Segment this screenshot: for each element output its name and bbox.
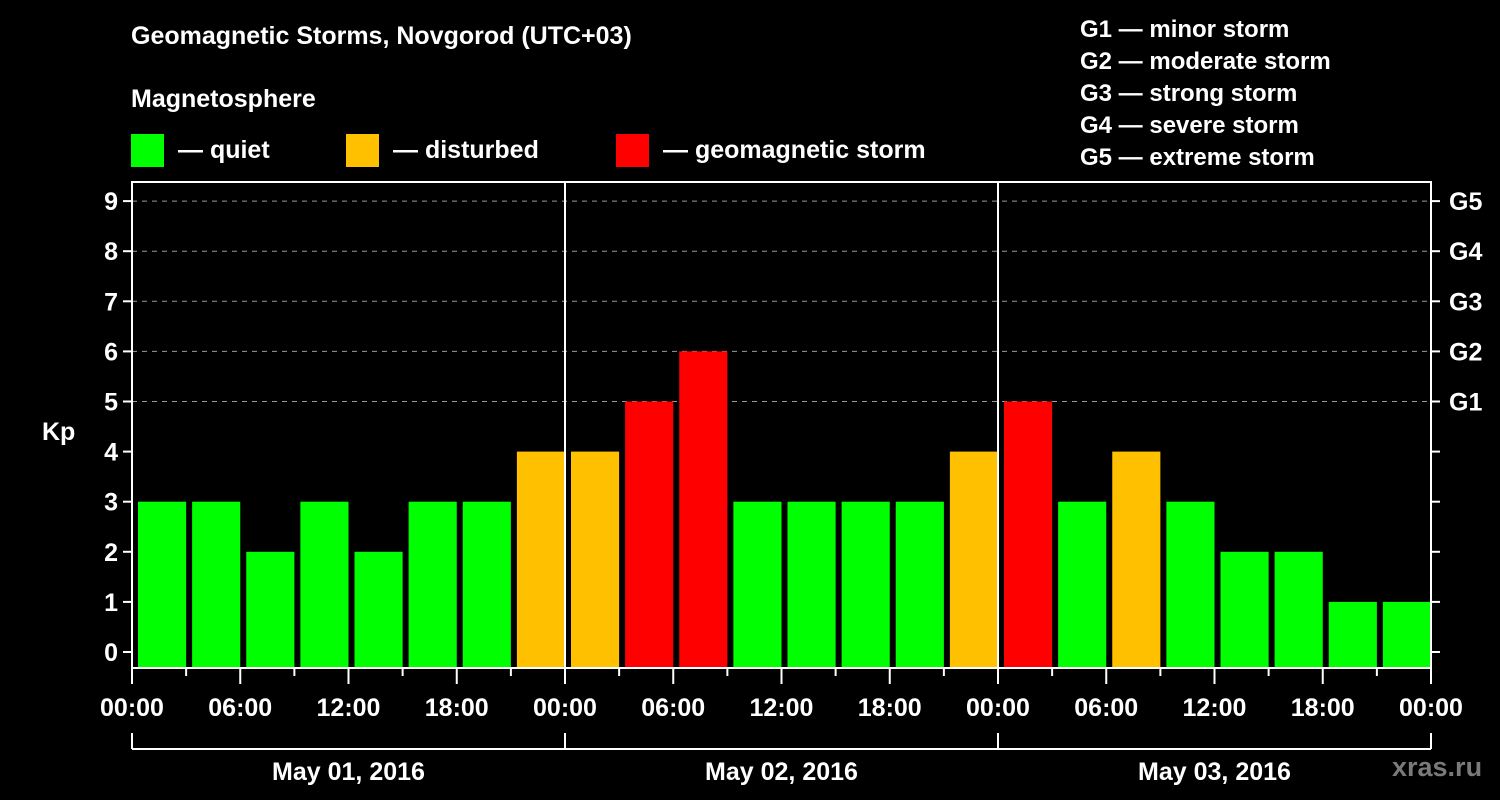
watermark: xras.ru <box>1392 752 1483 782</box>
y-tick-label: 5 <box>104 389 118 417</box>
y-tick-label: 0 <box>104 639 118 667</box>
chart-subtitle: Magnetosphere <box>131 85 316 113</box>
y-tick-label: 1 <box>104 589 118 617</box>
kp-bar <box>408 501 457 667</box>
x-tick-label: 12:00 <box>317 694 381 722</box>
kp-bar <box>192 501 241 667</box>
storm-scale-g5: G5 — extreme storm <box>1080 144 1315 171</box>
storm-level-label: G4 <box>1449 238 1482 266</box>
legend-label-quiet: — quiet <box>178 135 270 164</box>
y-tick-label: 9 <box>104 188 118 216</box>
x-tick-label: 00:00 <box>1399 694 1463 722</box>
y-tick-label: 8 <box>104 238 118 266</box>
storm-scale-legend: G1 — minor storm G2 — moderate storm G3 … <box>1080 14 1331 174</box>
y-tick-label: 2 <box>104 539 118 567</box>
kp-bar <box>625 401 674 667</box>
chart-title: Geomagnetic Storms, Novgorod (UTC+03) <box>131 22 632 50</box>
storm-scale-g4: G4 — severe storm <box>1080 112 1299 139</box>
x-tick-label: 00:00 <box>966 694 1030 722</box>
legend-swatch-storm <box>616 133 649 167</box>
legend-quiet: — quiet <box>131 133 270 167</box>
kp-bar <box>733 501 782 667</box>
legend-swatch-disturbed <box>346 133 379 167</box>
legend-label-disturbed: — disturbed <box>393 135 539 164</box>
kp-bar <box>895 501 944 667</box>
x-tick-label: 18:00 <box>425 694 489 722</box>
x-tick-label: 06:00 <box>1074 694 1138 722</box>
kp-bar <box>300 501 349 667</box>
day-bracket <box>564 733 999 750</box>
x-tick-label: 18:00 <box>858 694 922 722</box>
kp-bar <box>1220 551 1269 667</box>
x-tick-label: 00:00 <box>533 694 597 722</box>
storm-level-label: G1 <box>1449 389 1482 417</box>
legend-label-storm: — geomagnetic storm <box>663 135 926 164</box>
storm-level-label: G3 <box>1449 288 1482 316</box>
kp-bar <box>841 501 890 667</box>
kp-bar <box>679 351 728 667</box>
day-label: May 03, 2016 <box>1138 758 1291 786</box>
day-label: May 01, 2016 <box>272 758 425 786</box>
y-tick-label: 3 <box>104 489 118 517</box>
kp-bar <box>1274 551 1323 667</box>
y-tick-label: 7 <box>104 288 118 316</box>
day-bracket <box>997 733 1432 750</box>
x-tick-label: 00:00 <box>100 694 164 722</box>
storm-level-label: G5 <box>1449 188 1482 216</box>
x-tick-label: 12:00 <box>1183 694 1247 722</box>
kp-bar <box>1004 401 1053 667</box>
kp-bar <box>138 501 187 667</box>
kp-bar <box>516 451 565 667</box>
y-tick-label: 6 <box>104 338 118 366</box>
storm-scale-g1: G1 — minor storm <box>1080 16 1290 43</box>
legend-storm: — geomagnetic storm <box>616 133 926 167</box>
kp-bar <box>246 551 295 667</box>
storm-scale-g3: G3 — strong storm <box>1080 80 1298 107</box>
kp-bar <box>1382 601 1431 667</box>
y-tick-label: 4 <box>104 439 118 467</box>
x-tick-label: 18:00 <box>1291 694 1355 722</box>
x-tick-label: 06:00 <box>641 694 705 722</box>
kp-bar <box>1112 451 1161 667</box>
x-tick-label: 06:00 <box>208 694 272 722</box>
legend-disturbed: — disturbed <box>346 133 539 167</box>
kp-bar <box>462 501 511 667</box>
kp-bar <box>787 501 836 667</box>
kp-bar <box>571 451 620 667</box>
storm-scale-g2: G2 — moderate storm <box>1080 48 1331 75</box>
kp-bar <box>354 551 403 667</box>
storm-level-label: G2 <box>1449 338 1482 366</box>
kp-bar <box>1166 501 1215 667</box>
legend-swatch-quiet <box>131 133 164 167</box>
kp-bar <box>1328 601 1377 667</box>
x-tick-label: 12:00 <box>750 694 814 722</box>
day-label: May 02, 2016 <box>705 758 858 786</box>
kp-bar <box>949 451 998 667</box>
kp-bar <box>1058 501 1107 667</box>
day-bracket <box>131 733 566 750</box>
y-axis-label: Kp <box>42 418 75 446</box>
